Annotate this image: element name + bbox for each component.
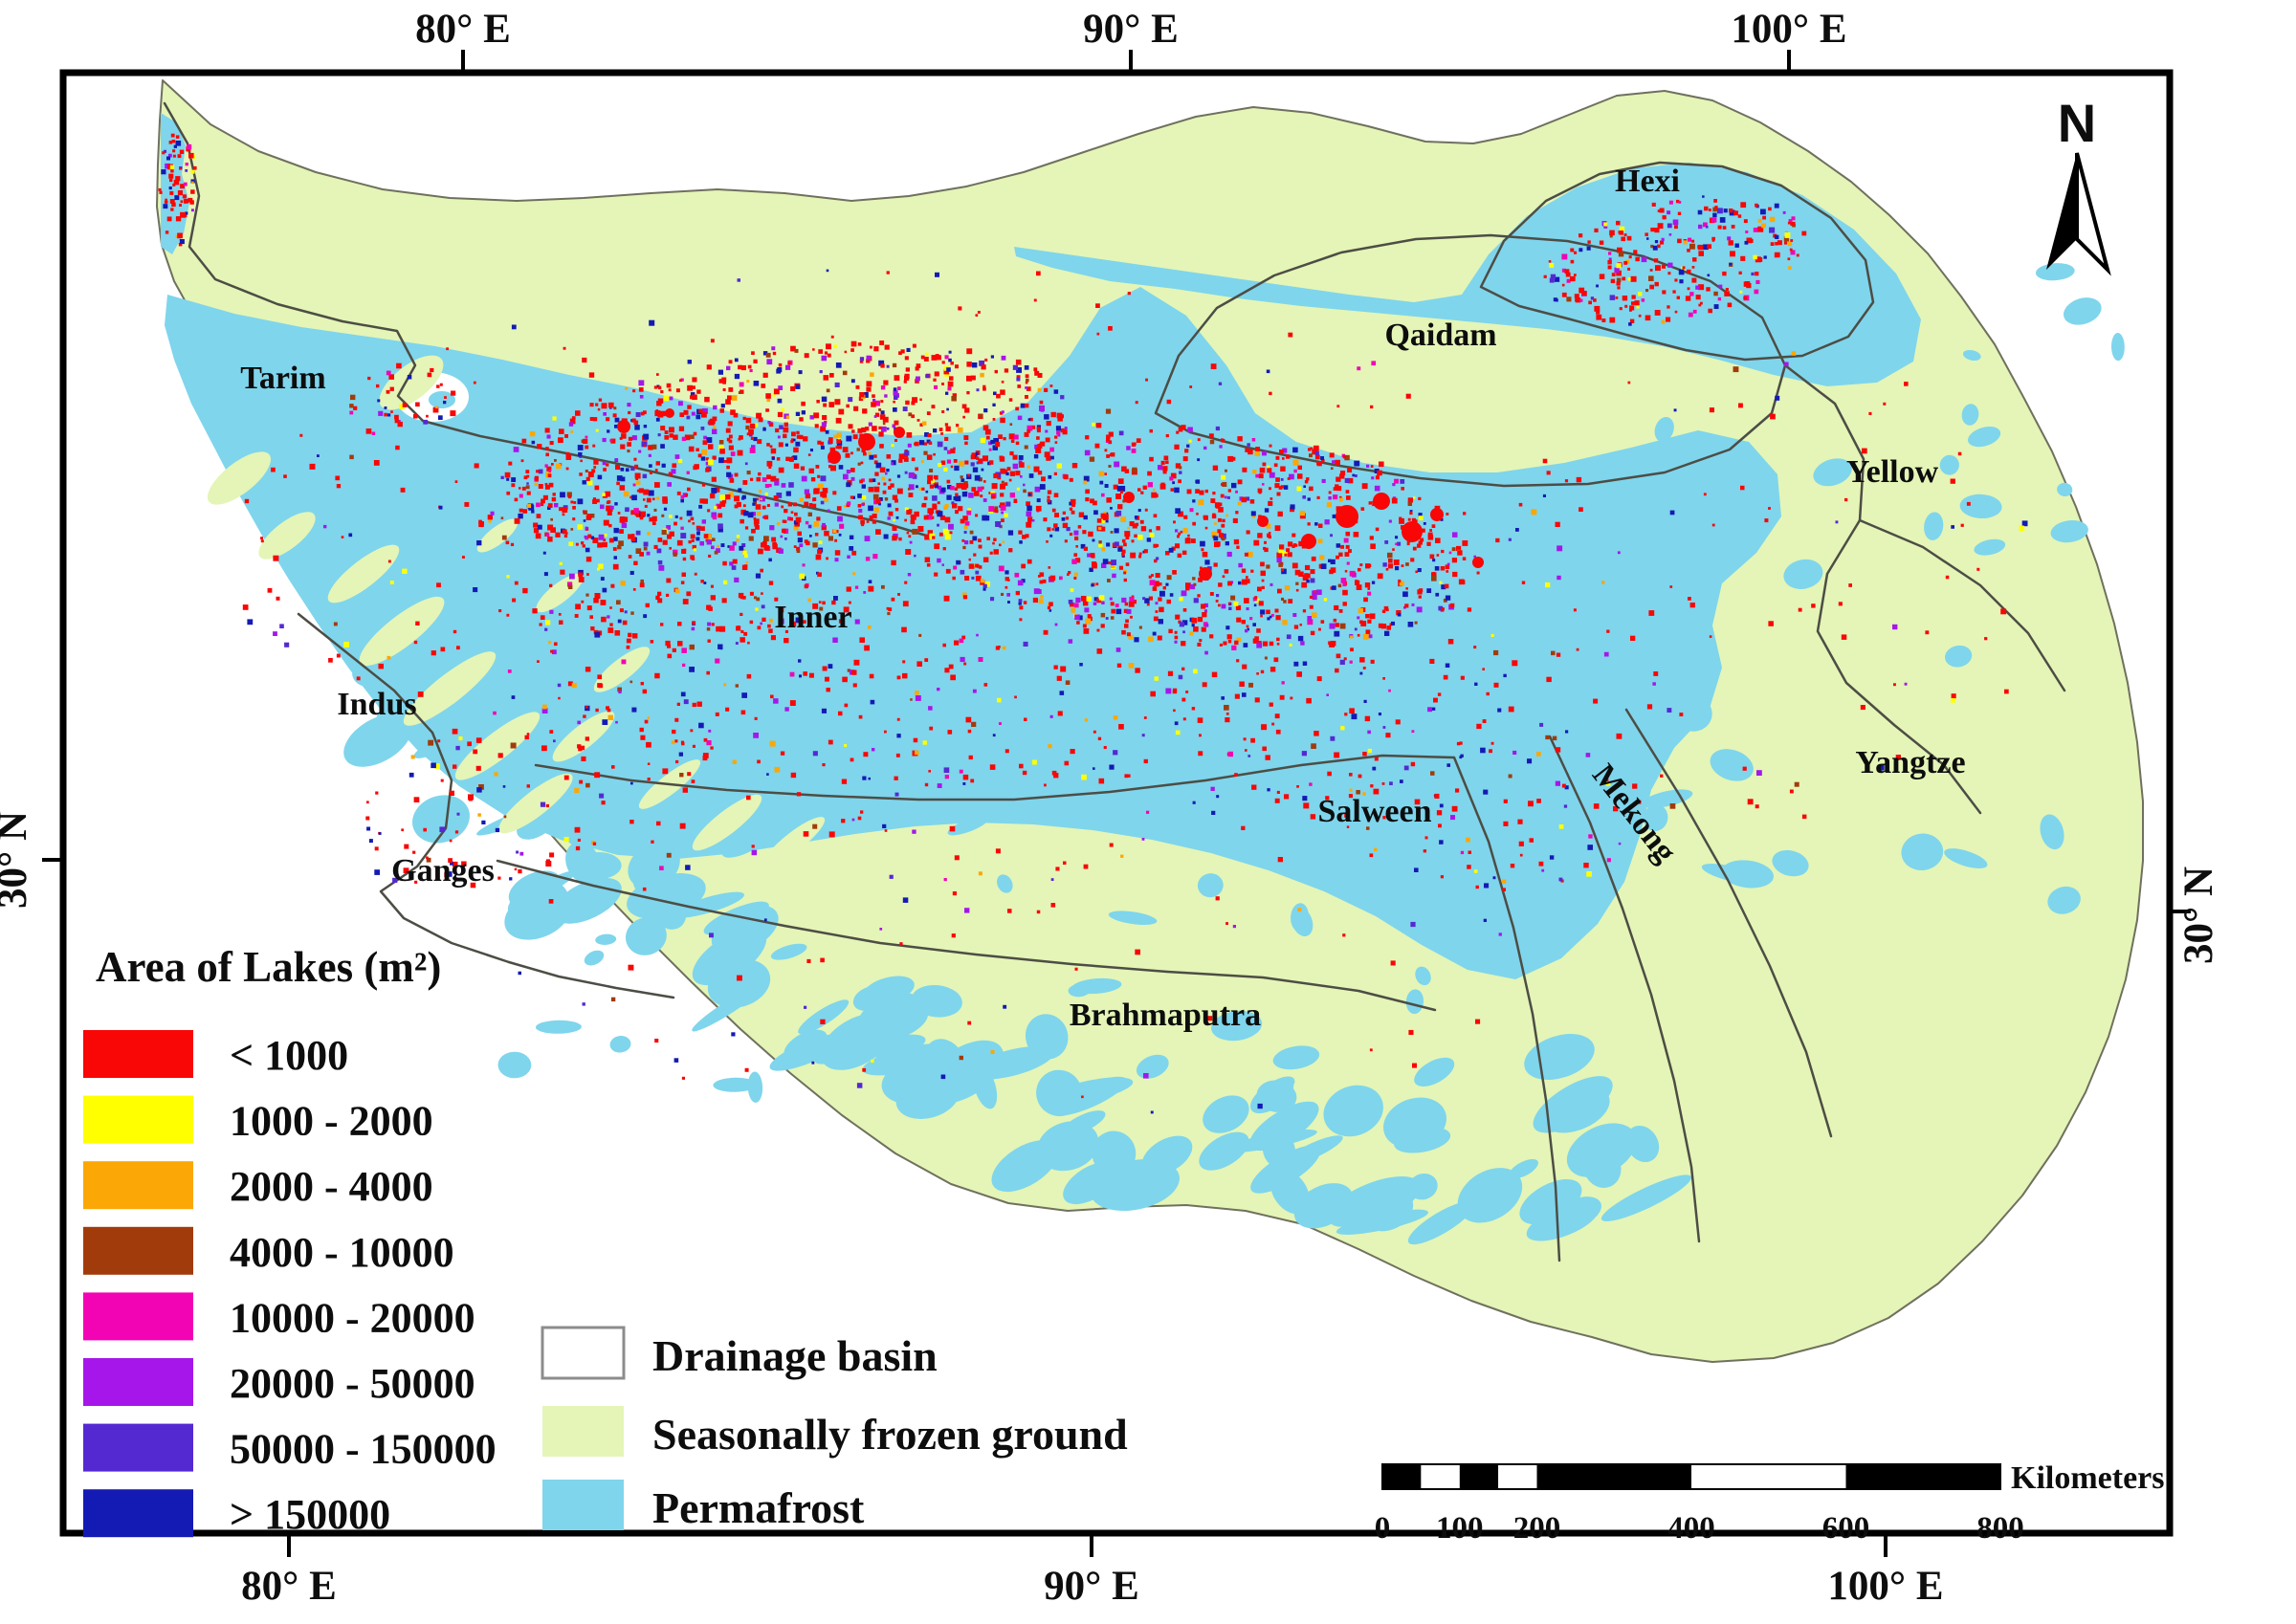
- north-arrow: N: [2046, 93, 2111, 276]
- ground-legend-swatch-1: [542, 1406, 624, 1457]
- ground-legend-label-2: Permafrost: [652, 1483, 865, 1532]
- left-axis-label: 30° N: [0, 811, 35, 909]
- basin-label-tarim: Tarim: [240, 361, 325, 396]
- basin-label-yangtze: Yangtze: [1855, 745, 1965, 780]
- ground-legend-swatch-2: [542, 1480, 624, 1530]
- north-arrow-left-half: [2046, 153, 2077, 270]
- lake-legend-label-5: 20000 - 50000: [230, 1360, 475, 1407]
- boundary-ganges: [507, 960, 675, 999]
- lake-legend-label-4: 10000 - 20000: [230, 1294, 475, 1341]
- boundary-tarim: [163, 101, 935, 539]
- lake-legend-label-7: > 150000: [230, 1491, 390, 1538]
- scale-bar-tick-label-3: 400: [1667, 1511, 1715, 1546]
- basin-label-salween: Salween: [1318, 794, 1432, 829]
- boundary-hexi: [1479, 161, 1875, 362]
- lake-legend-label-6: 50000 - 150000: [230, 1426, 497, 1473]
- basin-boundaries: [163, 101, 2066, 1262]
- lake-legend-swatch-2: [83, 1161, 193, 1210]
- right-axis-label: 30° N: [2176, 867, 2221, 964]
- ground-legend: Drainage basin Seasonally frozen ground Pe…: [541, 1326, 1128, 1532]
- bottom-axis-label-2: 100° E: [1827, 1564, 1943, 1609]
- top-axis-label-1: 90° E: [1083, 7, 1179, 52]
- scale-bar-tick-label-4: 600: [1822, 1511, 1870, 1546]
- lake-legend-swatch-5: [83, 1358, 193, 1406]
- lake-legend-swatch-1: [83, 1095, 193, 1144]
- basin-label-ganges: Ganges: [391, 853, 495, 889]
- lake-legend-swatch-6: [83, 1423, 193, 1472]
- scale-bar-outline: [1381, 1463, 2001, 1490]
- ground-legend-label-1: Seasonally frozen ground: [652, 1410, 1128, 1459]
- scale-bar-segment-2: [1459, 1464, 1499, 1489]
- permafrost-region-northeast: [1014, 163, 1921, 386]
- lake-legend-label-3: 4000 - 10000: [230, 1229, 454, 1276]
- scale-bar-tick-label-2: 200: [1513, 1511, 1561, 1546]
- north-arrow-label: N: [2058, 93, 2096, 153]
- lake-legend-label-0: < 1000: [230, 1032, 348, 1079]
- pocket-lake: [429, 391, 455, 408]
- boundary-yangtze-west: [1624, 708, 1833, 1138]
- permafrost-patches: [343, 263, 2125, 1245]
- scale-bar-tick-label-5: 800: [1976, 1511, 2024, 1546]
- lake-speckles: [158, 133, 2028, 1114]
- lake-legend-swatch-4: [83, 1292, 193, 1341]
- boundary-mekong: [1548, 735, 1701, 1243]
- seasonal-ground-patches: [207, 355, 826, 867]
- scale-bar-segment-3: [1498, 1464, 1537, 1489]
- boundary-yellow-east: [1858, 518, 2066, 692]
- lake-legend-label-2: 2000 - 4000: [230, 1163, 433, 1210]
- lake-legend-rows: < 1000 1000 - 2000 2000 - 4000 4000 - 10000…: [83, 1030, 497, 1538]
- scale-bar: Kilometers 0 100 200 400 600 800: [1375, 1460, 2165, 1546]
- basin-label-inner: Inner: [774, 600, 851, 635]
- lake-legend: Area of Lakes (m²) < 1000 1000 - 2000 2000…: [83, 943, 497, 1538]
- top-axis-label-2: 100° E: [1731, 7, 1846, 52]
- bottom-axis-label-0: 80° E: [241, 1564, 337, 1609]
- basin-label-brahmaputra: Brahmaputra: [1070, 998, 1261, 1033]
- boundary-inner-south: [534, 754, 1456, 801]
- basin-label-indus: Indus: [337, 687, 416, 722]
- top-axis-label-0: 80° E: [415, 7, 511, 52]
- scale-bar-unit: Kilometers: [2011, 1460, 2165, 1496]
- boundary-brahmaputra-north: [496, 859, 1437, 1012]
- boundary-yellow: [1783, 363, 1982, 815]
- scale-bar-tick-label-1: 100: [1436, 1511, 1484, 1546]
- lake-legend-swatch-3: [83, 1226, 193, 1275]
- lake-legend-swatch-7: [83, 1489, 193, 1538]
- scale-bar-segment-5: [1691, 1464, 1846, 1489]
- scale-bar-segment-4: [1536, 1464, 1691, 1489]
- ground-legend-swatch-0: [541, 1326, 626, 1380]
- lake-legend-label-1: 1000 - 2000: [230, 1098, 433, 1145]
- graticule-labels: 80° E 90° E 100° E 80° E 90° E 100° E 30° N 30°…: [0, 7, 2221, 1609]
- scale-bar-segment-6: [1845, 1464, 2000, 1489]
- lake-legend-swatch-0: [83, 1030, 193, 1078]
- basin-label-yellow: Yellow: [1846, 454, 1939, 490]
- bottom-axis-label-1: 90° E: [1044, 1564, 1139, 1609]
- scale-bar-segment-1: [1421, 1464, 1460, 1489]
- basin-label-qaidam: Qaidam: [1384, 318, 1496, 353]
- scale-bar-tick-label-0: 0: [1375, 1511, 1391, 1546]
- basin-label-hexi: Hexi: [1615, 164, 1680, 199]
- boundary-salween: [1452, 756, 1561, 1262]
- map-canvas: [156, 79, 2144, 1363]
- lake-legend-title: Area of Lakes (m²): [96, 943, 441, 991]
- north-arrow-right-half: [2075, 152, 2111, 276]
- boundary-indus: [297, 612, 511, 964]
- scale-bar-segment-0: [1382, 1464, 1422, 1489]
- ground-legend-label-0: Drainage basin: [652, 1331, 938, 1380]
